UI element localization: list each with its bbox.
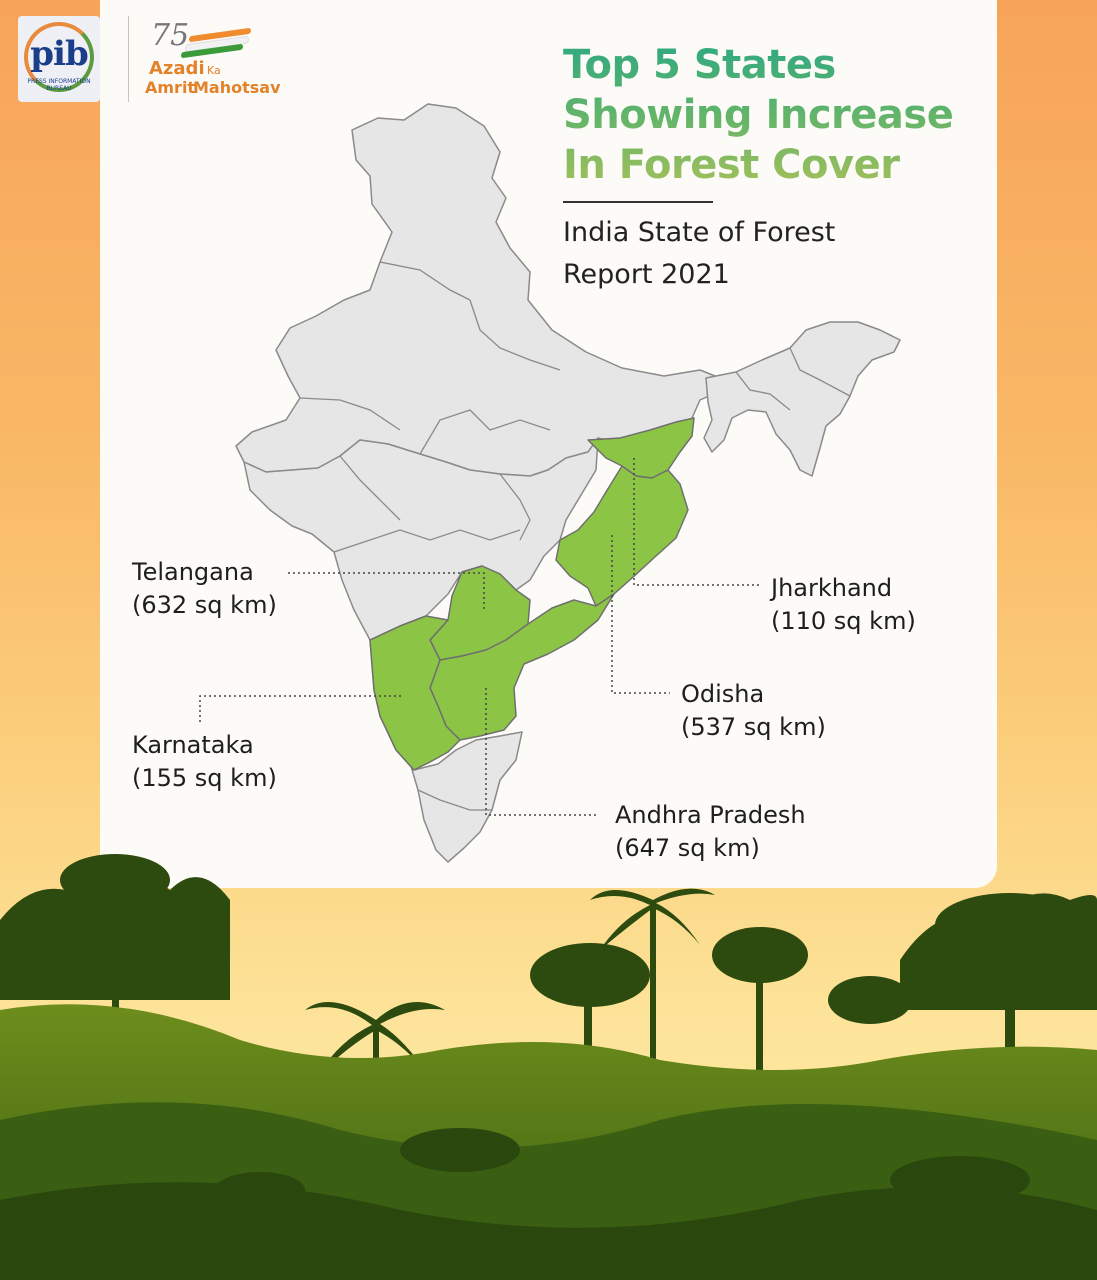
label-telangana-name: Telangana — [132, 558, 254, 586]
state-border-line-3 — [469, 299, 561, 371]
palm-fronds-1 — [590, 888, 715, 950]
pib-logo-text: pib — [30, 34, 88, 74]
label-karnataka-name: Karnataka — [132, 731, 254, 759]
leader-line-telangana — [288, 572, 485, 612]
subtitle-line-2: Report 2021 — [563, 259, 730, 290]
state-karnataka — [369, 615, 461, 771]
state-border-line-8 — [417, 789, 492, 811]
label-jharkhand-name: Jharkhand — [771, 574, 893, 602]
tree-canopy-1 — [530, 943, 650, 1007]
leader-line-odisha — [611, 535, 670, 694]
label-odisha: Odisha (537 sq km) — [681, 678, 826, 744]
label-odisha-name: Odisha — [681, 680, 765, 708]
tree-canopy-4 — [935, 893, 1085, 957]
state-border-line-1 — [379, 261, 471, 301]
tree-trunk-5 — [650, 900, 656, 1100]
tree-canopy-6 — [0, 930, 100, 990]
state-border-line-4 — [419, 409, 551, 455]
state-central-india — [243, 437, 599, 641]
bush-2 — [215, 1172, 305, 1208]
pib-logo-ring — [24, 22, 94, 92]
state-border-line-10 — [735, 371, 791, 411]
label-karnataka: Karnataka (155 sq km) — [132, 729, 277, 795]
label-jharkhand-value: (110 sq km) — [771, 607, 916, 635]
pib-logo-subtext: PRESS INFORMATION BUREAU — [27, 78, 91, 92]
label-jharkhand: Jharkhand (110 sq km) — [771, 572, 916, 638]
azadi-logo-word-amrit: Amrit — [145, 78, 196, 97]
azadi-logo-number: 75 — [151, 18, 190, 53]
tree-canopy-2 — [712, 927, 808, 983]
label-karnataka-value: (155 sq km) — [132, 764, 277, 792]
title-underline — [563, 201, 713, 203]
label-andhra-pradesh-value: (647 sq km) — [615, 834, 760, 862]
tree-canopy-3 — [828, 976, 912, 1024]
leader-line-jharkhand — [633, 458, 760, 586]
leader-line-karnataka — [199, 695, 404, 722]
label-andhra-pradesh-name: Andhra Pradesh — [615, 801, 806, 829]
label-odisha-value: (537 sq km) — [681, 713, 826, 741]
pib-logo: pib PRESS INFORMATION BUREAU — [18, 16, 100, 102]
tree-trunk-2 — [756, 970, 763, 1090]
azadi-logo-word-azadi: Azadi — [149, 58, 205, 79]
bush-1 — [400, 1128, 520, 1172]
tree-trunk-4 — [112, 890, 119, 1050]
subtitle: India State of Forest Report 2021 — [563, 212, 963, 296]
state-border-line-5 — [333, 529, 521, 553]
azadi-logo-word-ka: Ka — [207, 64, 221, 77]
state-border-line-7 — [499, 473, 531, 541]
label-telangana: Telangana (632 sq km) — [132, 556, 277, 622]
azadi-logo-word-mahotsav: Mahotsav — [193, 78, 281, 97]
state-border-line-2 — [299, 397, 401, 431]
label-andhra-pradesh: Andhra Pradesh (647 sq km) — [615, 799, 806, 865]
subtitle-line-1: India State of Forest — [563, 217, 836, 248]
logo-divider — [128, 16, 129, 102]
tree-trunk-3 — [1005, 940, 1015, 1120]
bush-3 — [890, 1156, 1030, 1204]
leader-line-andhra-pradesh — [485, 688, 598, 816]
azadi-ka-amrit-mahotsav-logo: 75 Azadi Ka Amrit Mahotsav — [145, 18, 295, 102]
label-telangana-value: (632 sq km) — [132, 591, 277, 619]
state-border-line-6 — [339, 455, 401, 521]
tree-canopy-5 — [60, 854, 170, 906]
state-border-line-9 — [789, 347, 851, 397]
state-northeast — [703, 321, 901, 477]
